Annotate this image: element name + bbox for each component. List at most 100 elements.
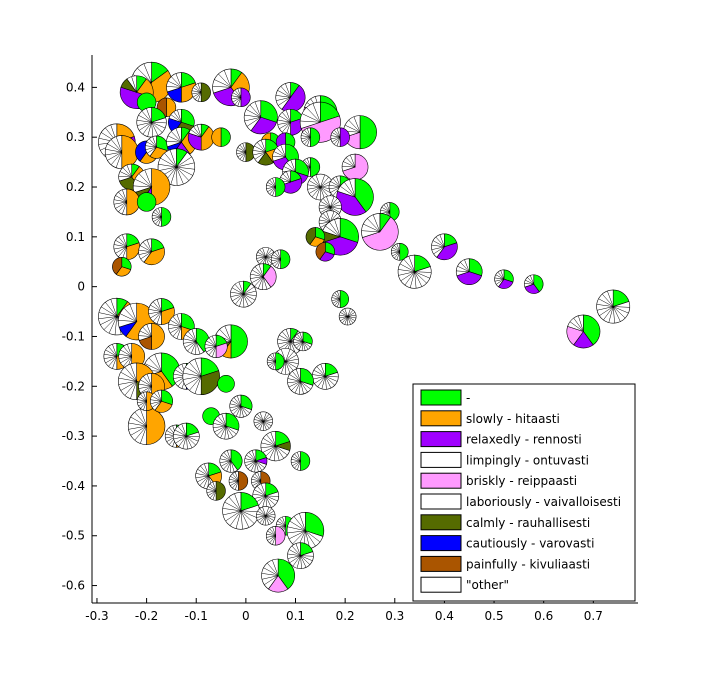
legend-label: relaxedly - rennosti [466,433,582,447]
legend-swatch [421,577,461,592]
pie-point [183,358,220,395]
pie-point [339,308,356,325]
legend-swatch [421,494,461,509]
pie-point [276,83,305,112]
legend-swatch [421,411,461,426]
pie-point [266,178,285,197]
pie-point [114,234,140,260]
pie-point [287,368,313,394]
legend: - slowly - hitaasti relaxedly - rennosti li… [413,384,635,601]
pie-point [337,179,374,216]
pie-point [278,109,304,135]
legend-item: limpingly - ontuvasti [421,452,589,467]
pie-point [207,482,226,501]
pie-point [398,255,431,288]
legend-label: "other" [466,578,509,592]
legend-item: painfully - kivuliaasti [421,556,590,571]
pie-point [331,128,350,147]
pie-point [254,412,273,431]
pie-point [431,234,457,260]
pie-point [301,128,320,147]
legend-label: laboriously - vaivalloisesti [466,495,621,509]
x-tick-label: -0.1 [185,609,208,623]
pie-point [332,291,349,308]
pie-point [342,154,368,180]
y-tick-label: 0 [77,280,85,294]
pie-point [212,128,231,147]
pie-point [256,506,275,525]
legend-swatch [421,473,461,488]
pie-point [245,450,267,472]
legend-label: limpingly - ontuvasti [466,453,589,467]
pie-point [250,264,276,290]
pie-point [230,281,256,307]
pie-point [150,390,172,412]
pie-point [114,189,140,215]
legend-item: briskly - reippaasti [421,473,577,488]
legend-item: calmly - rauhallisesti [421,515,590,530]
pie-point [112,257,131,276]
y-tick-label: -0.3 [62,429,85,443]
pie-point [137,193,156,212]
pie-point [137,107,167,137]
y-tick-label: 0.1 [66,230,85,244]
pie-point [262,559,295,592]
pie-point [105,136,138,169]
x-tick-label: 0.6 [534,609,553,623]
legend-swatch [421,556,461,571]
pie-point [271,250,290,269]
pie-point [218,375,235,392]
pie-point [188,124,214,150]
y-tick-label: -0.5 [62,529,85,543]
pie-point [205,335,227,357]
x-tick-label: -0.3 [85,609,108,623]
legend-swatch [421,452,461,467]
x-tick-label: 0 [242,609,250,623]
pie-point [524,275,543,294]
pie-point [220,450,242,472]
pie-point [192,83,211,102]
pie-slice [137,193,156,212]
legend-label: - [466,391,470,405]
y-tick-label: -0.1 [62,329,85,343]
legend-label: cautiously - varovasti [466,537,594,551]
pie-point [312,363,338,389]
x-tick-label: 0.1 [286,609,305,623]
pie-point [152,208,171,227]
pie-point [244,101,277,134]
pie-point [232,88,251,107]
pie-point [229,472,248,491]
x-tick-label: 0.7 [584,609,603,623]
legend-label: slowly - hitaasti [466,412,560,426]
pie-slice [218,375,235,392]
pie-point [291,452,310,471]
y-tick-label: -0.4 [62,479,85,493]
y-tick-label: 0.4 [66,80,85,94]
pie-point [495,270,514,289]
pie-point [287,543,313,569]
legend-swatch [421,432,461,447]
pie-point [167,73,197,103]
pie-point [173,423,199,449]
pie-point [139,239,165,265]
pie-point [361,213,398,250]
legend-item: cautiously - varovasti [421,536,594,551]
y-tick-label: -0.6 [62,579,85,593]
x-tick-label: 0.5 [485,609,504,623]
pie-point [456,259,482,285]
pie-point [567,315,600,348]
legend-label: calmly - rauhallisesti [466,516,590,530]
pie-point [139,323,165,349]
pie-point [230,395,252,417]
legend-swatch [421,536,461,551]
legend-item: slowly - hitaasti [421,411,560,426]
pie-point [128,408,165,445]
legend-item: laboriously - vaivalloisesti [421,494,621,509]
x-tick-label: 0.3 [385,609,404,623]
pie-point [223,492,260,529]
pie-point [316,242,335,261]
legend-label: painfully - kivuliaasti [466,557,590,571]
pie-point [266,526,285,545]
